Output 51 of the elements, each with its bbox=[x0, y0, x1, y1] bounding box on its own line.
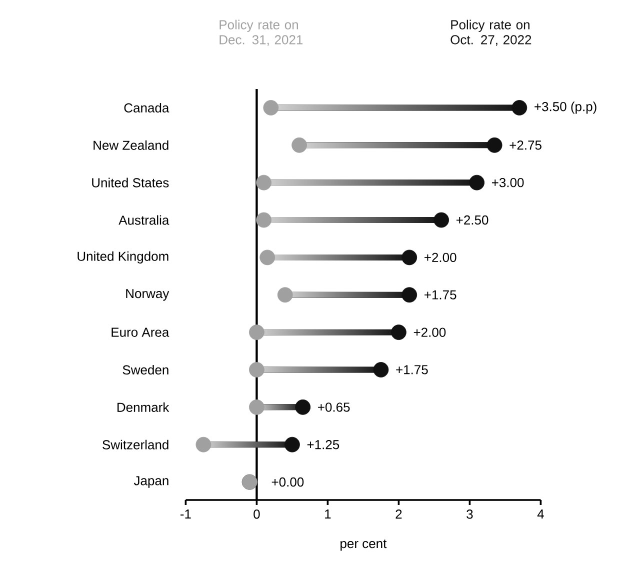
x-axis-title: per cent bbox=[340, 540, 387, 551]
y-tick-label: Sweden bbox=[122, 364, 168, 375]
data-label: +0.65 bbox=[318, 402, 350, 412]
point bbox=[292, 137, 307, 153]
point bbox=[402, 287, 418, 303]
point bbox=[434, 212, 450, 228]
point bbox=[373, 362, 389, 378]
x-tick-label: 3 bbox=[466, 510, 473, 519]
point bbox=[256, 212, 272, 228]
point bbox=[249, 324, 264, 340]
x-tick-label: -1 bbox=[180, 510, 191, 518]
point bbox=[277, 287, 293, 303]
text: Policy rate on Dec. 31, 2021 bbox=[220, 20, 303, 46]
y-tick-label: Euro Area bbox=[112, 328, 170, 337]
y-tick-label: Denmark bbox=[117, 402, 170, 412]
point bbox=[249, 399, 264, 415]
point bbox=[249, 362, 264, 378]
data-label: +2.75 bbox=[510, 140, 542, 150]
point bbox=[196, 436, 212, 452]
point bbox=[295, 399, 311, 415]
y-tick-label: New Zealand bbox=[94, 140, 168, 150]
point bbox=[512, 100, 528, 116]
x-tick-label: 0 bbox=[254, 510, 260, 519]
data-label: +1.75 bbox=[424, 290, 456, 300]
point bbox=[391, 324, 406, 340]
x-tick-label: 1 bbox=[325, 510, 331, 518]
point bbox=[486, 137, 502, 153]
point bbox=[260, 250, 276, 266]
y-tick-label: Australia bbox=[118, 215, 170, 225]
point bbox=[402, 250, 418, 266]
data-label: +3.00 bbox=[492, 178, 524, 188]
data-label: +1.75 bbox=[396, 365, 428, 374]
point bbox=[469, 174, 485, 190]
y-tick-label: United States bbox=[92, 178, 169, 188]
text: Policy rate on Oct. 27, 2022 bbox=[450, 20, 532, 46]
data-label: +2.50 bbox=[456, 215, 488, 225]
point bbox=[256, 174, 272, 190]
data-label: +2.00 bbox=[414, 328, 446, 337]
y-tick-label: Switzerland bbox=[102, 440, 168, 450]
y-tick-label: Norway bbox=[126, 289, 170, 301]
y-tick-label: Canada bbox=[124, 102, 170, 112]
data-label: +0.00 bbox=[272, 477, 304, 487]
x-tick-label: 4 bbox=[537, 510, 544, 518]
point bbox=[284, 436, 300, 452]
point bbox=[263, 100, 279, 116]
x-tick-label: 2 bbox=[396, 510, 402, 519]
y-tick-label: United Kingdom bbox=[78, 251, 168, 264]
data-label: +1.25 bbox=[307, 440, 340, 450]
data-label: +2.00 bbox=[424, 252, 456, 262]
data-label: +3.50 (p.p) bbox=[534, 102, 596, 114]
y-tick-label: Japan bbox=[134, 476, 168, 488]
